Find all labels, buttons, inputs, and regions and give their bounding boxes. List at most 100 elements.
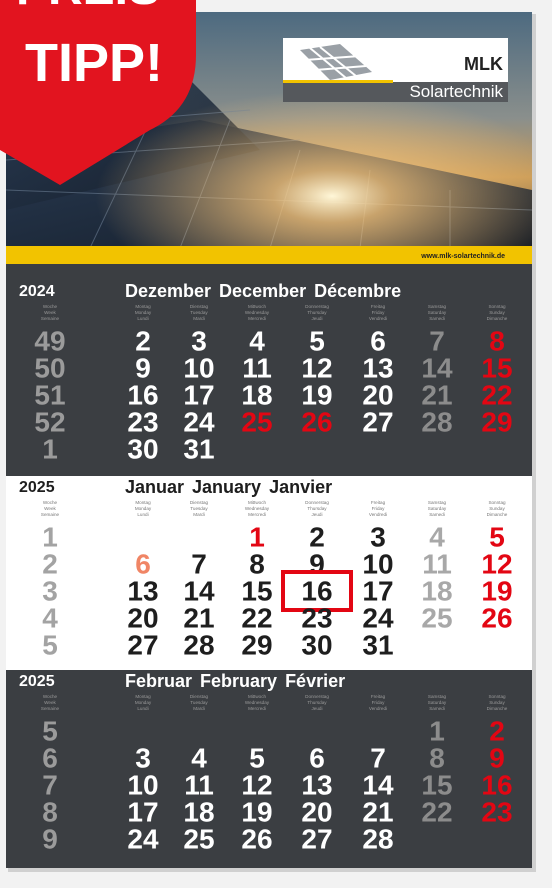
- day-number: 25: [241, 407, 272, 438]
- weekday-label: Dienstag: [190, 694, 209, 699]
- weekday-label: Freitag: [371, 500, 386, 505]
- weekday-label: Friday: [372, 700, 385, 705]
- logo: MLK Solartechnik: [283, 38, 508, 102]
- day-number: 25: [421, 603, 452, 634]
- day-number: 27: [127, 630, 158, 661]
- weekday-label: Tuesday: [190, 310, 208, 315]
- weekday-label: Dimanche: [487, 512, 508, 517]
- weekday-label: Mercredi: [248, 316, 266, 321]
- weekday-label: Woche: [43, 304, 58, 309]
- weekday-label: Vendredi: [369, 706, 387, 711]
- weekday-label: Thursday: [307, 310, 327, 315]
- month-name: December: [219, 281, 306, 301]
- weekday-label: Monday: [135, 700, 152, 705]
- month-name: Février: [285, 671, 345, 691]
- weekday-label: Thursday: [307, 700, 327, 705]
- weekday-label: Friday: [372, 310, 385, 315]
- months: 2024DezemberDecemberDécembreWocheWeekSem…: [6, 264, 532, 868]
- month-block: 2025FebruarFebruaryFévrierWocheWeekSemai…: [6, 670, 532, 868]
- day-number: 28: [183, 630, 214, 661]
- weekday-label: Sunday: [489, 506, 505, 511]
- week-number: 1: [42, 434, 58, 465]
- day-number: 26: [301, 407, 332, 438]
- weekday-label: Saturday: [428, 310, 447, 315]
- month-block: 2024DezemberDecemberDécembreWocheWeekSem…: [6, 264, 532, 476]
- weekday-label: Montag: [135, 500, 151, 505]
- weekday-label: Samedi: [429, 512, 445, 517]
- day-number: 28: [362, 824, 393, 855]
- weekday-label: Dimanche: [487, 706, 508, 711]
- weekday-label: Mittwoch: [248, 500, 267, 505]
- weekday-label: Semaine: [41, 316, 60, 321]
- weekday-label: Thursday: [307, 506, 327, 511]
- weekday-label: Sunday: [489, 310, 505, 315]
- weekday-label: Dienstag: [190, 304, 209, 309]
- day-number: 29: [481, 407, 512, 438]
- logo-brand: MLK: [464, 54, 503, 74]
- weekday-label: Wednesday: [245, 700, 270, 705]
- week-number: 9: [42, 824, 58, 855]
- weekday-label: Vendredi: [369, 316, 387, 321]
- week-number: 5: [42, 630, 58, 661]
- weekday-label: Week: [44, 506, 56, 511]
- month-name: Janvier: [269, 477, 332, 497]
- weekday-label: Sunday: [489, 700, 505, 705]
- weekday-label: Woche: [43, 500, 58, 505]
- weekday-label: Woche: [43, 694, 58, 699]
- weekday-label: Mardi: [193, 512, 205, 517]
- day-number: 27: [301, 824, 332, 855]
- month-name: January: [192, 477, 261, 497]
- weekday-label: Monday: [135, 506, 152, 511]
- weekday-label: Tuesday: [190, 700, 208, 705]
- logo-stripe: [283, 80, 393, 83]
- logo-name: Solartechnik: [409, 82, 503, 101]
- badge-line2: TIPP!: [25, 33, 163, 93]
- weekday-label: Saturday: [428, 506, 447, 511]
- weekday-label: Jeudi: [312, 512, 323, 517]
- weekday-label: Mittwoch: [248, 304, 267, 309]
- badge-line1: PREIS: [16, 0, 160, 15]
- day-number: 31: [362, 630, 393, 661]
- weekday-label: Donnerstag: [305, 694, 329, 699]
- month-name: February: [200, 671, 277, 691]
- weekday-label: Week: [44, 310, 56, 315]
- day-number: 22: [421, 797, 452, 828]
- weekday-label: Lundi: [137, 512, 148, 517]
- weekday-label: Mittwoch: [248, 694, 267, 699]
- weekday-label: Donnerstag: [305, 500, 329, 505]
- weekday-label: Samedi: [429, 706, 445, 711]
- weekday-label: Semaine: [41, 706, 60, 711]
- month-name: Dezember: [125, 281, 211, 301]
- day-number: 30: [301, 630, 332, 661]
- day-number: 28: [421, 407, 452, 438]
- weekday-label: Mardi: [193, 706, 205, 711]
- weekday-label: Freitag: [371, 304, 386, 309]
- weekday-label: Jeudi: [312, 316, 323, 321]
- weekday-label: Sonntag: [488, 694, 506, 699]
- weekday-label: Vendredi: [369, 512, 387, 517]
- month-year: 2025: [19, 673, 55, 690]
- weekday-label: Samedi: [429, 316, 445, 321]
- day-number: 30: [127, 434, 158, 465]
- month-year: 2025: [19, 479, 55, 496]
- calendar-image: MLK Solartechnik www.mlk-solartechnik.de…: [0, 0, 552, 888]
- weekday-label: Samstag: [428, 304, 447, 309]
- weekday-label: Tuesday: [190, 506, 208, 511]
- weekday-label: Montag: [135, 304, 151, 309]
- url: www.mlk-solartechnik.de: [420, 253, 505, 260]
- weekday-label: Mardi: [193, 316, 205, 321]
- weekday-label: Saturday: [428, 700, 447, 705]
- weekday-label: Mercredi: [248, 706, 266, 711]
- month-name: Januar: [125, 477, 184, 497]
- day-number: 24: [127, 824, 159, 855]
- weekday-label: Montag: [135, 694, 151, 699]
- weekday-label: Lundi: [137, 706, 148, 711]
- weekday-label: Dienstag: [190, 500, 209, 505]
- weekday-label: Sonntag: [488, 304, 506, 309]
- weekday-label: Friday: [372, 506, 385, 511]
- weekday-label: Lundi: [137, 316, 148, 321]
- day-number: 29: [241, 630, 272, 661]
- weekday-label: Samstag: [428, 500, 447, 505]
- day-number: 23: [481, 797, 512, 828]
